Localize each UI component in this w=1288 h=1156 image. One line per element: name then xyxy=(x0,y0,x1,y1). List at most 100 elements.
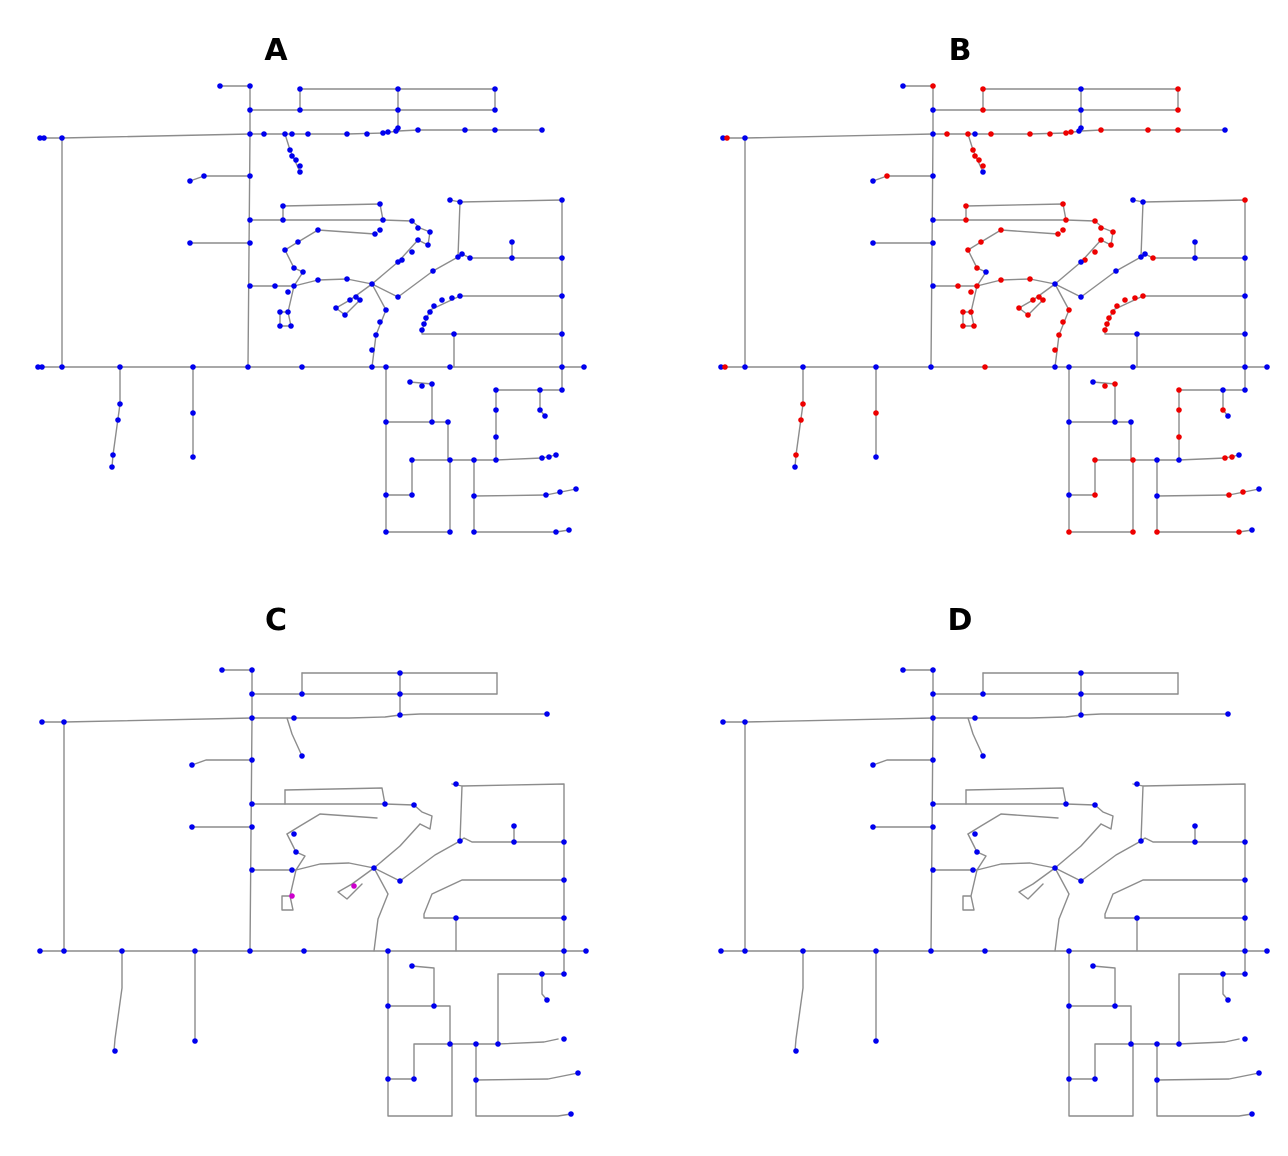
network-node xyxy=(377,227,383,233)
network-node xyxy=(35,364,41,370)
street-edge xyxy=(1094,220,1114,246)
network-node xyxy=(300,269,306,275)
network-node xyxy=(1154,457,1160,463)
network-node xyxy=(249,757,255,763)
removed-node xyxy=(1025,312,1031,318)
network-node xyxy=(561,971,567,977)
network-node xyxy=(1078,712,1084,718)
removed-node xyxy=(1114,303,1120,309)
network-node xyxy=(385,129,391,135)
highlight-node xyxy=(351,883,357,889)
removed-node xyxy=(1132,295,1138,301)
network-node xyxy=(742,364,748,370)
street-edge xyxy=(423,879,565,919)
removed-node xyxy=(1102,327,1108,333)
removed-node xyxy=(974,283,980,289)
street-edge xyxy=(433,1005,559,1045)
network-node xyxy=(1090,963,1096,969)
network-node xyxy=(115,417,121,423)
network-node xyxy=(870,824,876,830)
panel-label-c: C xyxy=(265,603,287,638)
street-edge xyxy=(371,283,387,368)
network-node xyxy=(395,294,401,300)
network-node xyxy=(409,963,415,969)
street-nodes xyxy=(37,667,589,1117)
network-node xyxy=(900,83,906,89)
removed-node xyxy=(1060,319,1066,325)
network-node xyxy=(559,364,565,370)
network-node xyxy=(493,407,499,413)
network-node xyxy=(1220,971,1226,977)
removed-node xyxy=(1145,127,1151,133)
network-node xyxy=(395,259,401,265)
network-node xyxy=(1078,259,1084,265)
network-node xyxy=(190,454,196,460)
network-node xyxy=(297,107,303,113)
network-node xyxy=(1242,839,1248,845)
network-node xyxy=(39,719,45,725)
network-node xyxy=(293,849,299,855)
network-node xyxy=(1242,364,1248,370)
network-node xyxy=(380,217,386,223)
network-node xyxy=(1112,1003,1118,1009)
network-node xyxy=(1225,997,1231,1003)
network-node xyxy=(1256,1070,1262,1076)
network-node xyxy=(272,283,278,289)
street-edge xyxy=(930,83,934,368)
network-node xyxy=(1192,255,1198,261)
network-node xyxy=(1225,711,1231,717)
removed-node xyxy=(873,410,879,416)
removed-node xyxy=(1098,237,1104,243)
street-edge xyxy=(249,667,253,952)
street-edge xyxy=(1054,239,1102,285)
network-node xyxy=(539,127,545,133)
removed-node xyxy=(1236,529,1242,535)
network-node xyxy=(1242,915,1248,921)
network-node xyxy=(873,364,879,370)
removed-node xyxy=(1150,255,1156,261)
street-edge xyxy=(1156,1072,1260,1081)
network-node xyxy=(247,217,253,223)
street-edge xyxy=(111,366,121,468)
network-node xyxy=(793,1048,799,1054)
network-node xyxy=(369,364,375,370)
removed-node xyxy=(1175,86,1181,92)
removed-node xyxy=(1112,381,1118,387)
network-node xyxy=(247,948,253,954)
network-node xyxy=(972,831,978,837)
network-node xyxy=(385,1003,391,1009)
removed-node xyxy=(1098,127,1104,133)
network-node xyxy=(431,1003,437,1009)
network-node xyxy=(277,309,283,315)
network-node xyxy=(1176,1041,1182,1047)
removed-node xyxy=(960,309,966,315)
street-edge xyxy=(1222,366,1246,391)
network-node xyxy=(383,529,389,535)
network-node xyxy=(385,948,391,954)
network-node xyxy=(1140,199,1146,205)
network-node xyxy=(219,667,225,673)
network-node xyxy=(305,131,311,137)
removed-node xyxy=(965,247,971,253)
street-edge xyxy=(284,803,415,806)
network-node xyxy=(930,801,936,807)
network-node xyxy=(974,849,980,855)
removed-node xyxy=(1176,407,1182,413)
removed-node xyxy=(978,239,984,245)
removed-node xyxy=(982,364,988,370)
street-edges xyxy=(720,83,1268,533)
network-node xyxy=(425,242,431,248)
removed-node xyxy=(1016,305,1022,311)
network-node xyxy=(190,410,196,416)
street-edge xyxy=(1140,199,1246,368)
network-node xyxy=(1052,364,1058,370)
street-edge xyxy=(475,1072,579,1081)
street-edge xyxy=(459,837,565,843)
network-node xyxy=(395,107,401,113)
street-edge xyxy=(191,759,253,766)
network-node xyxy=(397,712,403,718)
street-edges xyxy=(39,667,587,1117)
network-node xyxy=(297,169,303,175)
network-node xyxy=(383,492,389,498)
street-edge xyxy=(286,717,303,757)
